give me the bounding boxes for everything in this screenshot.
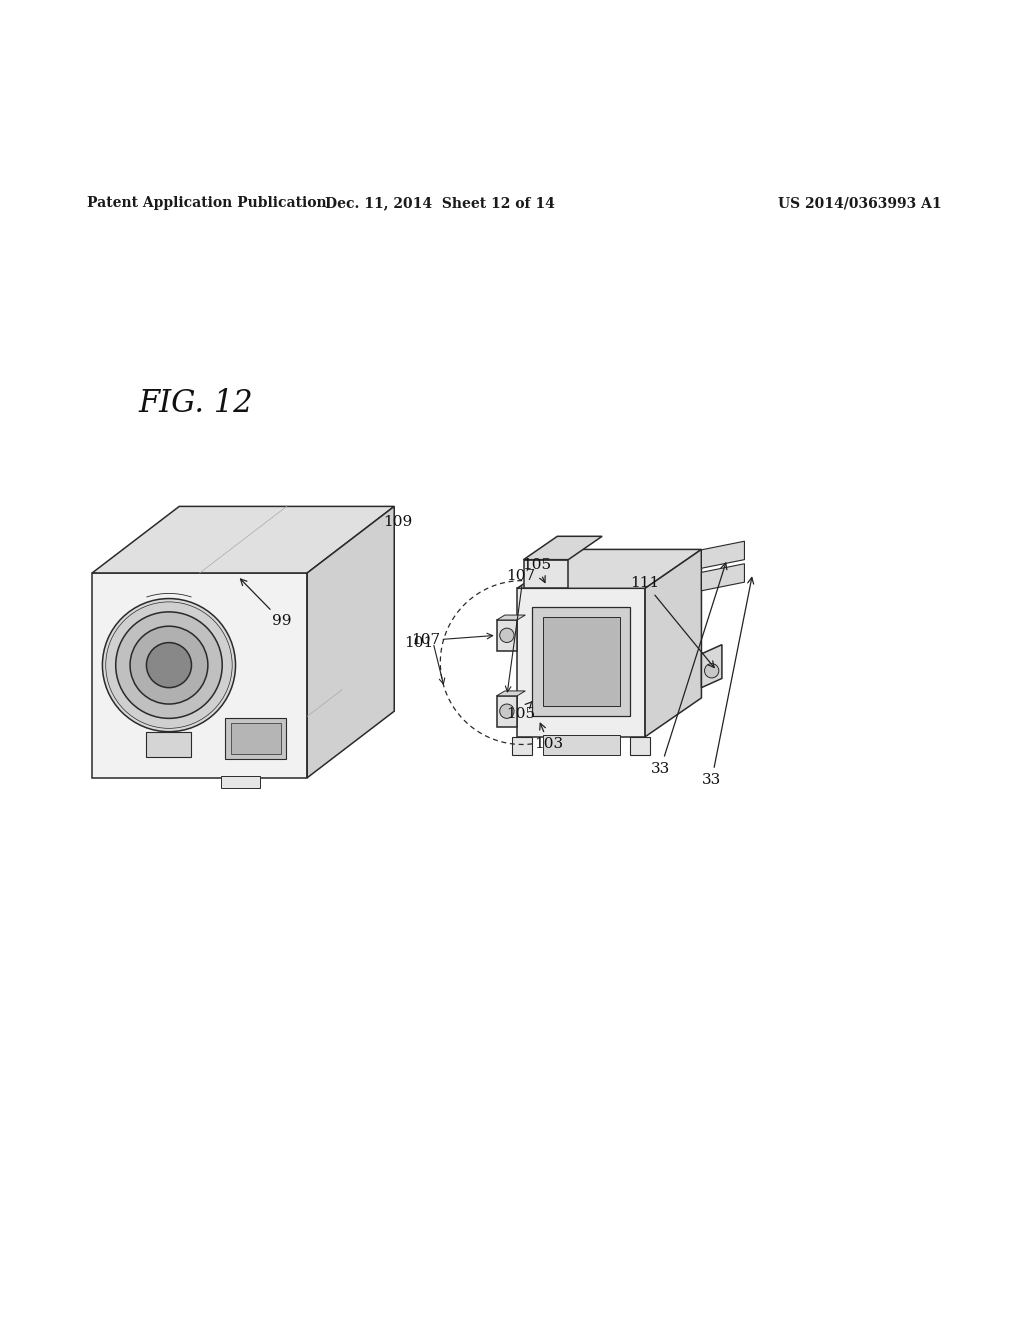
Text: 101: 101 — [403, 636, 433, 649]
Text: Patent Application Publication: Patent Application Publication — [87, 197, 327, 210]
Circle shape — [102, 598, 236, 731]
Text: 107: 107 — [412, 632, 440, 647]
Bar — [543, 735, 620, 755]
Text: Dec. 11, 2014  Sheet 12 of 14: Dec. 11, 2014 Sheet 12 of 14 — [326, 197, 555, 210]
Polygon shape — [645, 549, 701, 737]
Text: 33: 33 — [702, 577, 754, 787]
Circle shape — [146, 643, 191, 688]
Polygon shape — [701, 644, 722, 688]
Text: 103: 103 — [535, 723, 563, 751]
Text: 105: 105 — [522, 558, 551, 582]
Circle shape — [105, 602, 232, 729]
Polygon shape — [701, 541, 744, 568]
Text: US 2014/0363993 A1: US 2014/0363993 A1 — [778, 197, 942, 210]
Circle shape — [116, 612, 222, 718]
Bar — [543, 616, 620, 706]
Bar — [532, 607, 630, 717]
Bar — [230, 723, 281, 754]
Polygon shape — [517, 549, 701, 589]
Polygon shape — [92, 507, 394, 573]
Polygon shape — [523, 536, 602, 560]
Text: 105: 105 — [506, 702, 535, 721]
Polygon shape — [523, 560, 568, 589]
Text: FIG. 12: FIG. 12 — [138, 388, 253, 420]
Text: 109: 109 — [383, 515, 412, 529]
Polygon shape — [497, 696, 517, 726]
Polygon shape — [92, 573, 307, 777]
Circle shape — [705, 664, 719, 678]
Circle shape — [130, 626, 208, 704]
Polygon shape — [517, 589, 645, 737]
Text: 99: 99 — [241, 579, 292, 628]
Text: 111: 111 — [631, 577, 714, 668]
Circle shape — [500, 628, 514, 643]
Circle shape — [500, 704, 514, 718]
Polygon shape — [497, 690, 525, 696]
Polygon shape — [307, 507, 394, 777]
Polygon shape — [701, 564, 744, 591]
Text: 107: 107 — [506, 569, 535, 583]
Polygon shape — [512, 737, 532, 755]
Polygon shape — [497, 615, 525, 620]
Polygon shape — [630, 737, 650, 755]
Polygon shape — [146, 731, 191, 758]
Bar — [221, 776, 260, 788]
Polygon shape — [497, 620, 517, 651]
Bar — [225, 718, 286, 759]
Text: 33: 33 — [651, 564, 727, 776]
